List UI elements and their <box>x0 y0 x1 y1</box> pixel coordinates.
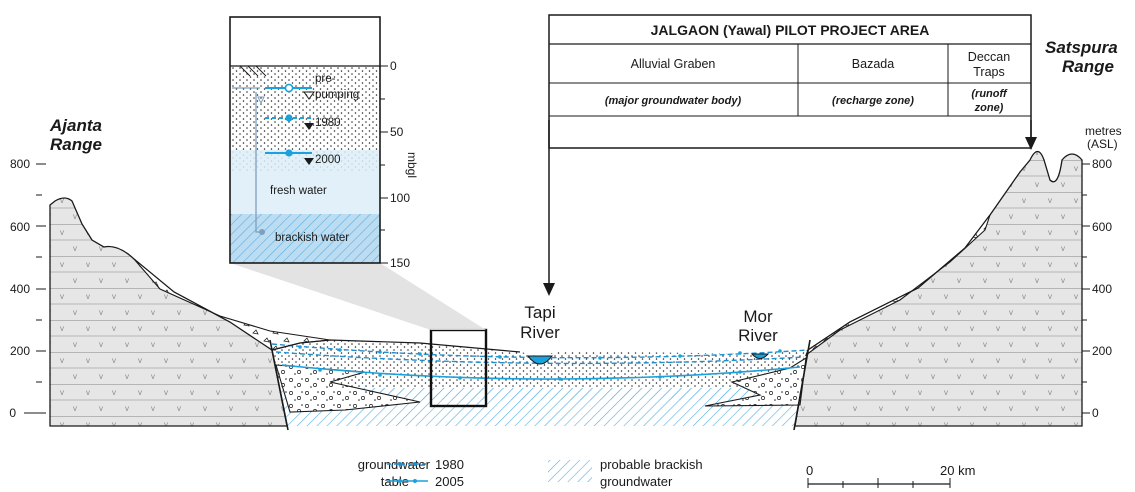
satspura-range-label: Range <box>1062 57 1114 76</box>
satspura-basalt <box>794 150 1083 427</box>
legend-brackish-label: probable brackish <box>600 457 703 472</box>
inset-1980-label: 1980 <box>315 117 341 129</box>
legend-2005: 2005 <box>435 474 464 489</box>
inset-tick: 150 <box>390 256 410 270</box>
inset-unit: mbgl <box>405 152 419 178</box>
right-tick: 800 <box>1092 157 1112 171</box>
left-tick: 0 <box>9 406 16 420</box>
fresh-water-label: fresh water <box>270 185 327 197</box>
left-axis: 800 600 400 200 0 <box>9 157 46 420</box>
satspura-range-label: Satspura <box>1045 38 1118 57</box>
depth-inset: 0 50 100 150 mbgl pre- pumping 1980 2000… <box>229 16 419 270</box>
mor-river-channel <box>750 353 770 359</box>
groundwater-table-2005-line <box>281 364 801 380</box>
brackish-under-sand <box>296 388 790 400</box>
right-tick: 400 <box>1092 282 1112 296</box>
right-unit: metres <box>1085 124 1122 138</box>
inset-2000-label: 2000 <box>315 154 341 166</box>
inset-tick: 0 <box>390 59 397 73</box>
right-bazada-slope <box>804 214 991 357</box>
right-tick: 600 <box>1092 220 1112 234</box>
zone-name: Traps <box>973 65 1005 79</box>
zone-note: (runoff <box>971 88 1008 100</box>
ground-surface <box>271 339 521 353</box>
zone-note: (major groundwater body) <box>605 95 742 107</box>
project-area-table: JALGAON (Yawal) PILOT PROJECT AREA Alluv… <box>543 14 1037 296</box>
right-tick: 200 <box>1092 344 1112 358</box>
scale-end: 20 km <box>940 463 975 478</box>
tapi-river-label: Tapi <box>524 303 555 322</box>
right-tick: 0 <box>1092 406 1099 420</box>
inset-tick: 100 <box>390 191 410 205</box>
right-unit: (ASL) <box>1087 137 1118 151</box>
inset-tick: 50 <box>390 125 404 139</box>
water-table-dots <box>298 345 782 381</box>
left-tick: 400 <box>10 282 30 296</box>
tapi-river-label: River <box>520 323 560 342</box>
right-fault <box>793 339 811 431</box>
inset-funnel <box>230 263 486 330</box>
left-tick: 200 <box>10 344 30 358</box>
left-tick: 800 <box>10 157 30 171</box>
scale-start: 0 <box>806 463 813 478</box>
zone-note: (recharge zone) <box>832 95 914 107</box>
zone-name: Alluvial Graben <box>631 57 716 71</box>
legend: groundwater table 1980 2005 probable bra… <box>358 457 976 489</box>
right-axis: metres (ASL) 800 600 400 200 0 <box>1082 124 1122 420</box>
table-title: JALGAON (Yawal) PILOT PROJECT AREA <box>651 22 930 38</box>
zone-note: zone) <box>974 102 1004 114</box>
ajanta-range-label: Range <box>50 135 102 154</box>
prepumping-label: pre- <box>315 73 336 85</box>
mor-river-label: River <box>738 326 778 345</box>
left-fault <box>269 339 289 431</box>
left-tick: 600 <box>10 220 30 234</box>
legend-1980: 1980 <box>435 457 464 472</box>
zone-name: Deccan <box>968 50 1010 64</box>
mor-river-label: Mor <box>743 307 773 326</box>
prepumping-label: pumping <box>315 89 359 101</box>
tapi-river-channel <box>526 355 554 365</box>
legend-brackish-label: groundwater <box>600 474 673 489</box>
zone-name: Bazada <box>852 57 894 71</box>
ajanta-range-label: Ajanta <box>49 116 102 135</box>
brackish-water-label: brackish water <box>275 232 349 244</box>
